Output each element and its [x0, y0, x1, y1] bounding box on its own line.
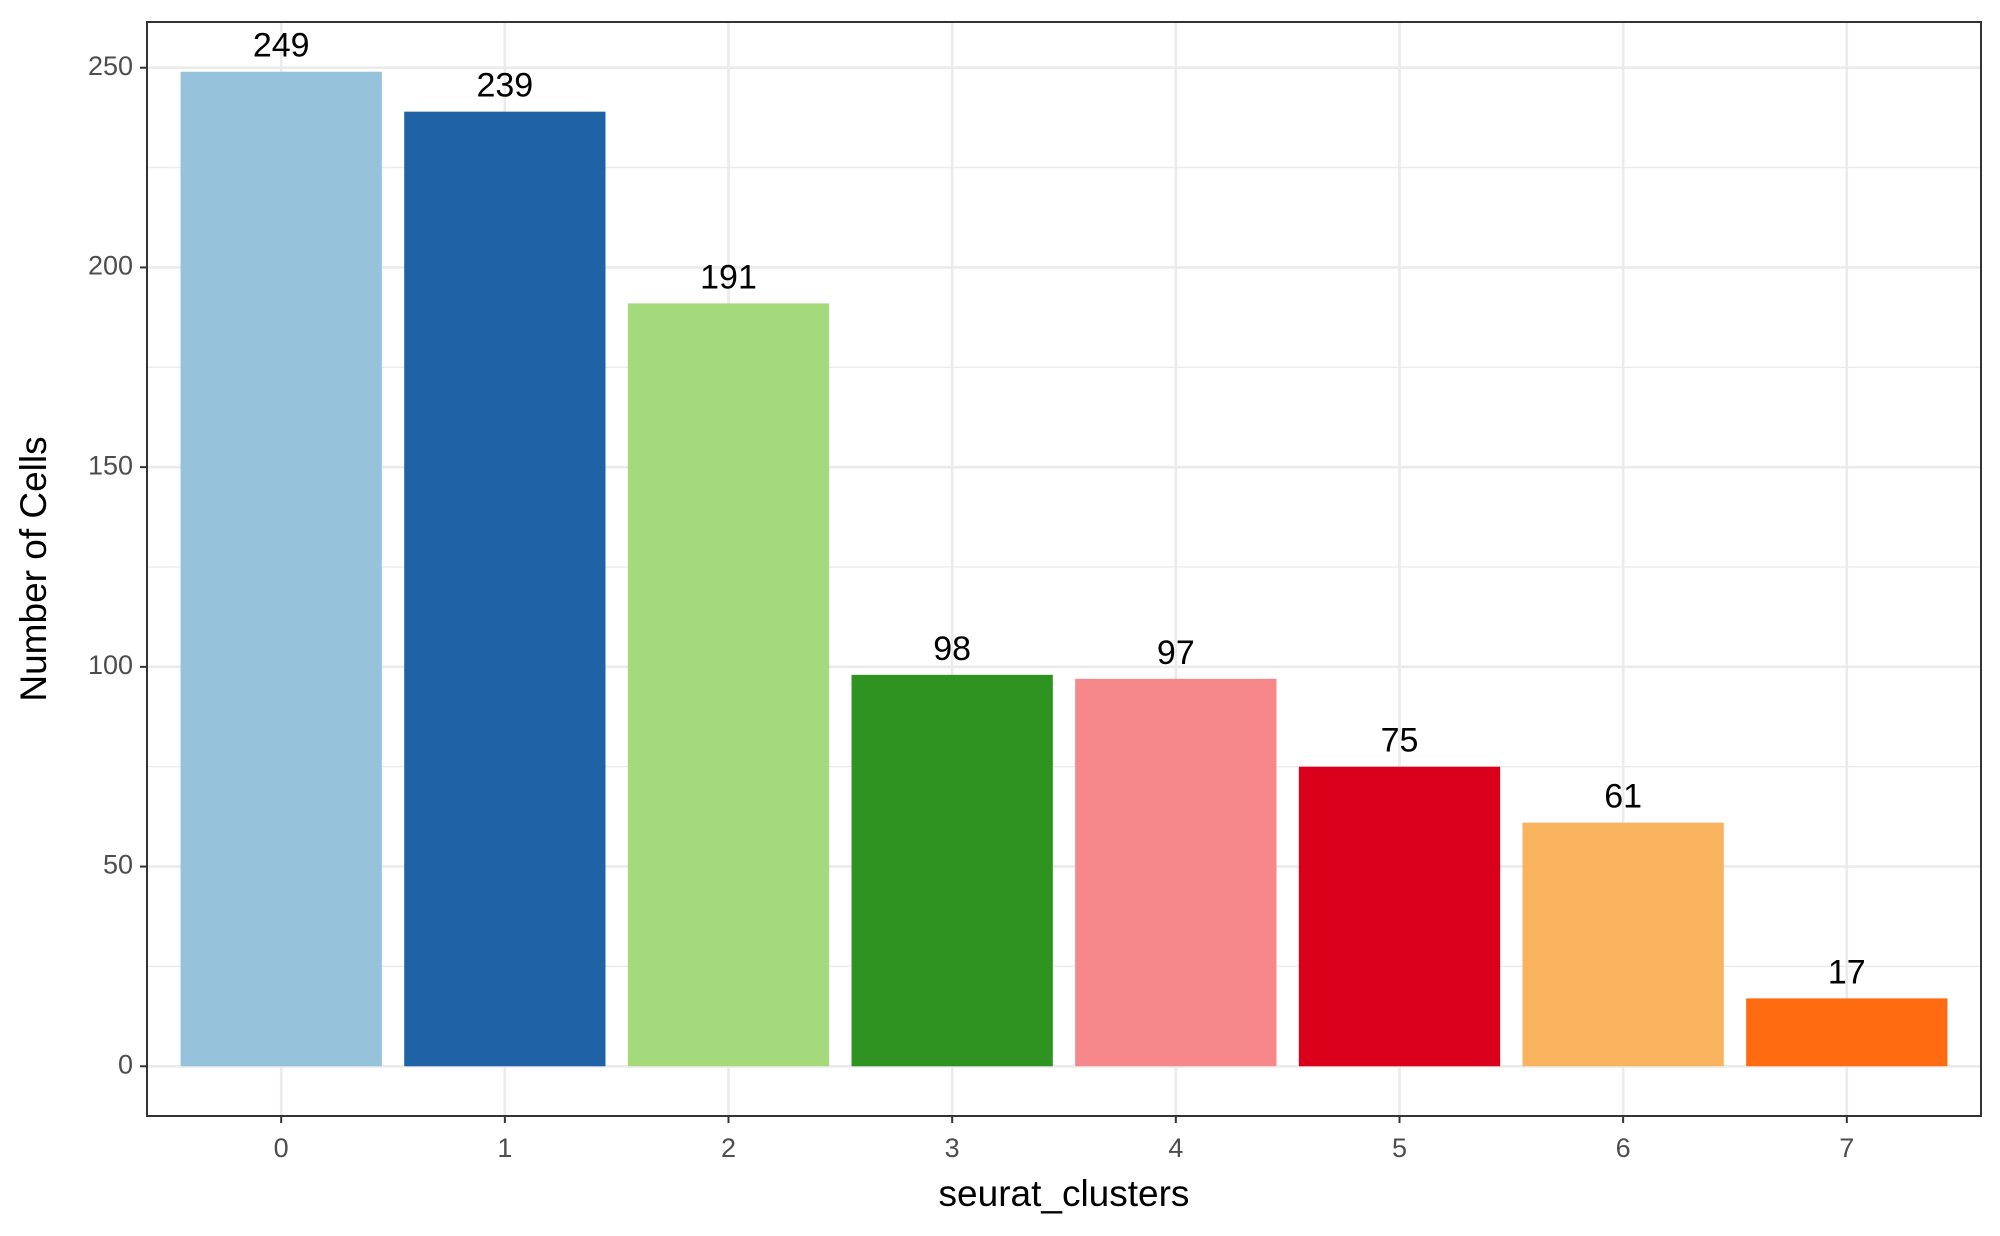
y-tick-label: 150 — [88, 450, 133, 480]
bar — [1298, 766, 1501, 1067]
x-tick-label: 5 — [1392, 1133, 1407, 1163]
value-label: 239 — [476, 67, 533, 105]
x-tick-label: 4 — [1168, 1133, 1183, 1163]
bar — [627, 303, 830, 1067]
x-tick-label: 3 — [945, 1133, 960, 1163]
x-tick-label: 2 — [721, 1133, 736, 1163]
x-tick-label: 1 — [497, 1133, 512, 1163]
y-tick-label: 250 — [88, 51, 133, 81]
y-tick-label: 50 — [103, 850, 133, 880]
y-tick-label: 0 — [118, 1049, 133, 1079]
bar — [1522, 822, 1724, 1067]
value-label: 97 — [1157, 634, 1195, 672]
bar — [180, 71, 382, 1067]
y-tick-label: 200 — [88, 251, 133, 281]
value-label: 98 — [933, 630, 971, 668]
bar — [404, 111, 606, 1067]
y-tick-label: 100 — [88, 650, 133, 680]
x-axis-title: seurat_clusters — [939, 1173, 1190, 1214]
value-label: 17 — [1828, 953, 1866, 991]
x-tick-label: 0 — [274, 1133, 289, 1163]
value-label: 75 — [1381, 722, 1419, 760]
x-tick-label: 6 — [1616, 1133, 1631, 1163]
value-label: 191 — [700, 258, 757, 296]
panel-border — [146, 21, 1982, 1117]
value-label: 249 — [253, 27, 310, 65]
bar — [1746, 998, 1948, 1067]
x-tick-label: 7 — [1839, 1133, 1854, 1163]
value-label: 61 — [1604, 778, 1642, 816]
bar — [851, 674, 1053, 1067]
bar — [1075, 678, 1277, 1067]
y-axis-title: Number of Cells — [13, 436, 54, 701]
